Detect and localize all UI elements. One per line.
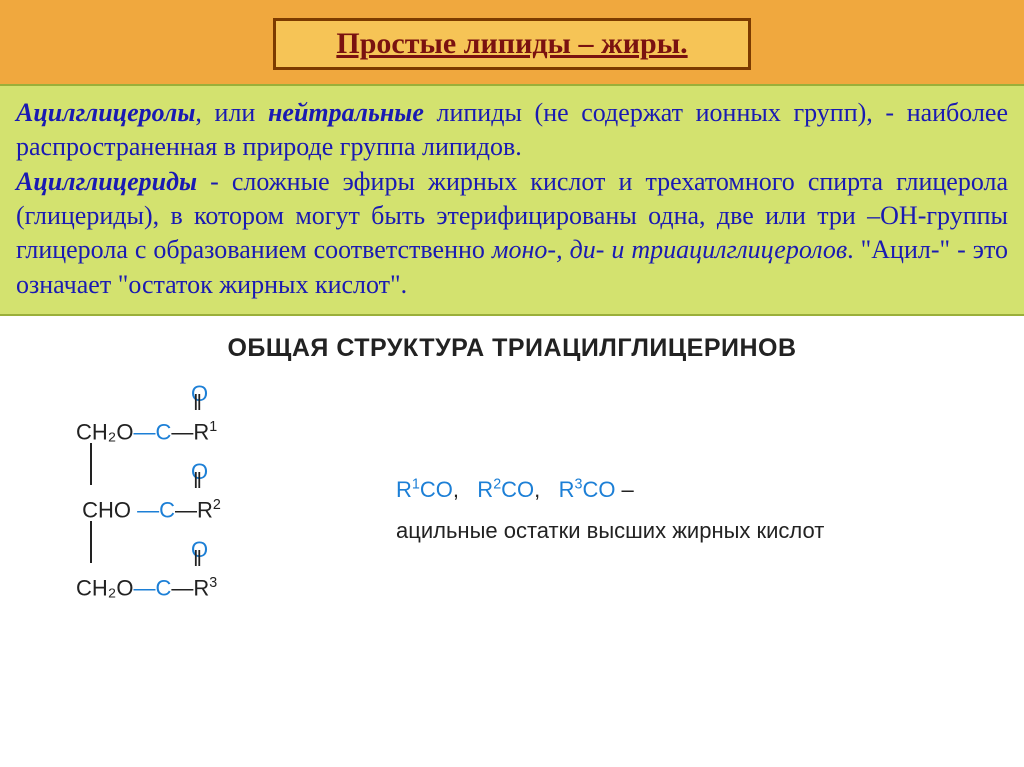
p1-mid: , или [195, 98, 268, 127]
slide-root: Простые липиды – жиры. Ацилглицеролы, ил… [0, 0, 1024, 767]
dblbond-3: ‖ [193, 555, 202, 563]
triacylglycerol-structure: O ‖ CH₂O—C—R1 O ‖ CHO —C—R2 O ‖ [56, 381, 316, 641]
backbone-bond-2 [90, 521, 92, 563]
dblbond-1: ‖ [193, 399, 202, 407]
diagram-row: O ‖ CH₂O—C—R1 O ‖ CHO —C—R2 O ‖ [26, 381, 998, 641]
row3-left: CH₂O—C—R3 [76, 575, 217, 601]
row2-left: CHO —C—R2 [76, 497, 221, 523]
term-acylglycerols: Ацилглицеролы [16, 98, 195, 127]
diagram-title: ОБЩАЯ СТРУКТУРА ТРИАЦИЛГЛИЦЕРИНОВ [26, 334, 998, 363]
header-band: Простые липиды – жиры. [0, 0, 1024, 84]
legend-text: ацильные остатки высших жирных кислот [396, 511, 824, 552]
backbone-bond-1 [90, 443, 92, 485]
paragraph-2: Ацилглицериды - сложные эфиры жирных кис… [16, 165, 1008, 302]
diagram-legend: R1CO, R2CO, R3CO – ацильные остатки высш… [396, 470, 824, 551]
term-neutral: нейтральные [268, 98, 424, 127]
p2-mono-di-tri: моно-, ди- и триацилглицеролов [492, 235, 847, 264]
term-acylglycerides: Ацилглицериды [16, 167, 197, 196]
row1-left: CH₂O—C—R1 [76, 419, 217, 445]
dblbond-2: ‖ [193, 477, 202, 485]
slide-title: Простые липиды – жиры. [273, 18, 750, 70]
legend-groups: R1CO, R2CO, R3CO – [396, 470, 824, 511]
paragraph-1: Ацилглицеролы, или нейтральные липиды (н… [16, 96, 1008, 165]
body-text-box: Ацилглицеролы, или нейтральные липиды (н… [0, 84, 1024, 316]
diagram-area: ОБЩАЯ СТРУКТУРА ТРИАЦИЛГЛИЦЕРИНОВ O ‖ CH… [0, 316, 1024, 641]
